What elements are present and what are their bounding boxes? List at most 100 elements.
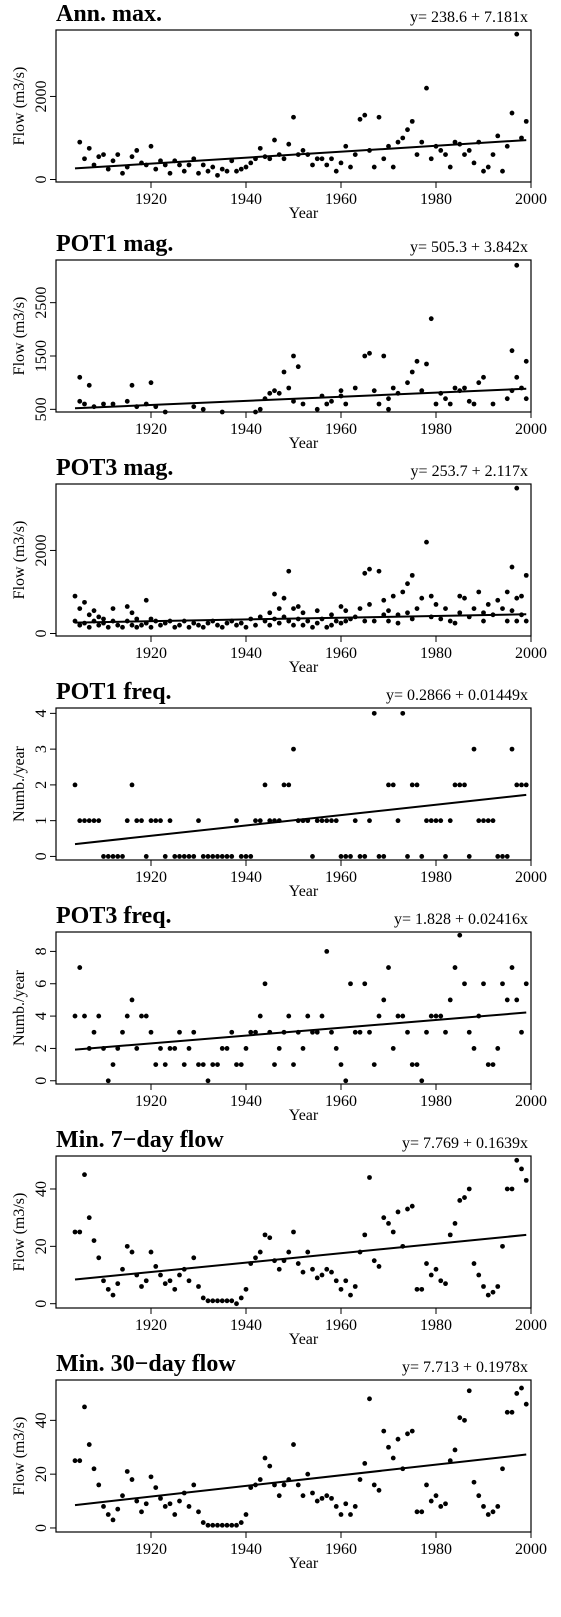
data-point bbox=[272, 137, 277, 143]
data-point bbox=[395, 1013, 401, 1019]
data-point bbox=[319, 616, 325, 622]
trend-line bbox=[74, 1233, 527, 1281]
data-point bbox=[447, 1458, 453, 1464]
data-point bbox=[253, 818, 258, 824]
data-point bbox=[120, 170, 125, 176]
chart-panel-5: POT3 freq. y= 1.828 + 0.02416x 1920 1940 196… bbox=[11, 903, 547, 1124]
data-point bbox=[181, 1490, 187, 1496]
data-point bbox=[386, 143, 391, 149]
data-point bbox=[110, 1062, 116, 1067]
y-axis-label: Flow (m3/s) bbox=[11, 67, 28, 146]
data-point bbox=[219, 1046, 225, 1051]
data-point bbox=[319, 818, 325, 824]
regression-equation: y= 0.2866 + 0.01449x bbox=[386, 687, 528, 704]
x-tick-label: 2000 bbox=[515, 421, 547, 438]
data-point bbox=[514, 1391, 520, 1396]
data-point bbox=[72, 1013, 78, 1019]
data-point bbox=[519, 612, 524, 618]
data-point bbox=[471, 606, 477, 611]
data-point bbox=[324, 949, 330, 954]
data-point bbox=[229, 854, 235, 859]
data-point bbox=[82, 620, 87, 626]
data-point bbox=[72, 618, 78, 624]
data-point bbox=[219, 1522, 225, 1528]
data-point bbox=[234, 168, 239, 174]
data-point bbox=[367, 1396, 372, 1402]
data-point bbox=[314, 620, 320, 626]
data-point bbox=[367, 1029, 372, 1035]
data-point bbox=[181, 1266, 187, 1272]
data-point bbox=[272, 1482, 277, 1488]
data-point bbox=[267, 1029, 273, 1035]
data-point bbox=[324, 401, 330, 407]
data-point bbox=[324, 818, 330, 824]
x-tick-label: 1980 bbox=[420, 421, 452, 438]
y-axis-label: Numb./year bbox=[11, 969, 28, 1046]
data-point bbox=[504, 143, 510, 149]
data-point bbox=[504, 854, 510, 859]
data-point bbox=[243, 854, 249, 859]
chart-panel-4: POT1 freq. y= 0.2866 + 0.01449x 1920 1940 19… bbox=[11, 679, 547, 900]
x-tick-label: 1980 bbox=[420, 1541, 452, 1558]
data-point bbox=[139, 1013, 144, 1019]
data-point bbox=[438, 1504, 444, 1509]
data-point bbox=[110, 618, 116, 624]
data-point bbox=[243, 1512, 249, 1517]
data-point bbox=[376, 114, 382, 120]
data-point bbox=[352, 1504, 358, 1509]
data-point bbox=[367, 818, 372, 824]
data-point bbox=[219, 1298, 225, 1304]
data-point bbox=[200, 854, 206, 859]
data-point bbox=[139, 1509, 144, 1515]
data-point bbox=[357, 854, 363, 859]
data-point bbox=[495, 1284, 501, 1289]
data-point bbox=[338, 1286, 344, 1292]
data-point bbox=[262, 618, 268, 624]
x-tick-label: 1920 bbox=[135, 1317, 167, 1334]
data-point bbox=[519, 593, 524, 599]
data-point bbox=[262, 782, 268, 788]
x-tick-label: 1920 bbox=[135, 191, 167, 208]
data-point bbox=[129, 622, 135, 628]
data-point bbox=[371, 1062, 377, 1067]
data-point bbox=[452, 385, 458, 391]
data-point bbox=[295, 1261, 301, 1266]
data-point bbox=[300, 1046, 306, 1051]
chart-title: POT1 mag. bbox=[56, 231, 173, 257]
data-point bbox=[509, 348, 515, 354]
data-point bbox=[443, 1281, 448, 1287]
y-tick-label: 0 bbox=[33, 852, 50, 860]
data-point bbox=[196, 170, 201, 176]
data-point bbox=[219, 854, 225, 859]
plot-frame bbox=[55, 483, 532, 637]
data-point bbox=[101, 1278, 106, 1284]
data-point bbox=[409, 1062, 415, 1067]
data-point bbox=[200, 162, 206, 168]
data-point bbox=[105, 166, 111, 172]
data-point bbox=[257, 818, 263, 824]
data-point bbox=[395, 1436, 401, 1442]
regression-equation: y= 253.7 + 2.117x bbox=[411, 463, 528, 480]
data-point bbox=[286, 1249, 292, 1255]
data-point bbox=[115, 152, 121, 157]
data-point bbox=[219, 409, 225, 415]
data-point bbox=[476, 818, 482, 824]
data-point bbox=[305, 618, 311, 624]
data-point bbox=[224, 1522, 230, 1528]
data-point bbox=[148, 1249, 154, 1255]
data-point bbox=[371, 164, 377, 170]
data-point bbox=[167, 618, 173, 624]
data-point bbox=[281, 1482, 287, 1488]
x-axis-label: Year bbox=[289, 435, 319, 452]
data-point bbox=[96, 818, 102, 824]
data-point bbox=[286, 141, 292, 147]
data-point bbox=[390, 1046, 396, 1051]
data-point bbox=[395, 390, 401, 396]
data-point bbox=[390, 385, 396, 391]
data-point bbox=[276, 1266, 282, 1272]
data-point bbox=[452, 139, 458, 145]
data-point bbox=[91, 608, 97, 614]
data-point bbox=[200, 624, 206, 630]
data-point bbox=[457, 1415, 463, 1421]
data-point bbox=[414, 358, 420, 364]
